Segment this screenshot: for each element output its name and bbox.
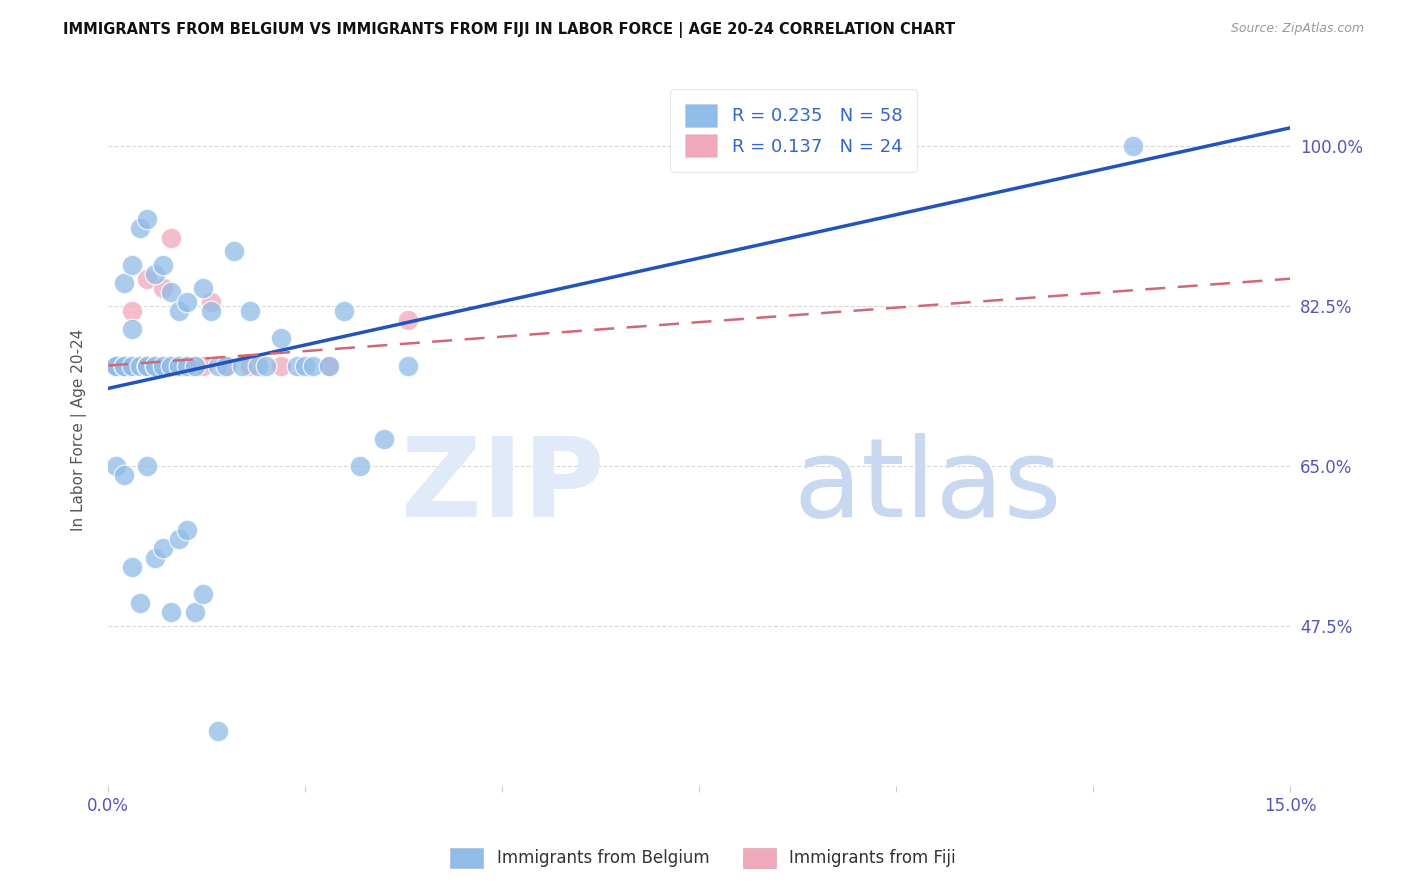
Point: [207, 724, 229, 739]
Point: [200, 294, 222, 309]
Point: [167, 533, 190, 547]
Text: IMMIGRANTS FROM BELGIUM VS IMMIGRANTS FROM FIJI IN LABOR FORCE | AGE 20-24 CORRE: IMMIGRANTS FROM BELGIUM VS IMMIGRANTS FR…: [63, 22, 956, 38]
Point: [121, 258, 143, 272]
Point: [246, 359, 269, 373]
Point: [128, 359, 150, 373]
Point: [143, 359, 166, 373]
Point: [1122, 139, 1144, 153]
Point: [112, 359, 135, 373]
Point: [121, 303, 143, 318]
Point: [112, 359, 135, 373]
Point: [160, 359, 183, 373]
Point: [184, 606, 207, 620]
Point: [121, 359, 143, 373]
Point: [349, 459, 371, 474]
Point: [112, 277, 135, 291]
Point: [318, 359, 340, 373]
Point: [270, 359, 292, 373]
Point: [333, 303, 356, 318]
Point: [191, 587, 214, 601]
Point: [176, 359, 198, 373]
Point: [373, 432, 395, 446]
Point: [121, 559, 143, 574]
Point: [167, 359, 190, 373]
Point: [207, 359, 229, 373]
Point: [136, 459, 159, 474]
Point: [136, 359, 159, 373]
Point: [285, 359, 308, 373]
Point: [160, 230, 183, 244]
Y-axis label: In Labor Force | Age 20-24: In Labor Force | Age 20-24: [72, 328, 87, 531]
Point: [136, 359, 159, 373]
Point: [160, 285, 183, 300]
Point: [143, 359, 166, 373]
Point: [302, 359, 325, 373]
Text: atlas: atlas: [793, 434, 1062, 541]
Point: [396, 359, 419, 373]
Point: [176, 294, 198, 309]
Point: [128, 359, 150, 373]
Text: Source: ZipAtlas.com: Source: ZipAtlas.com: [1230, 22, 1364, 36]
Point: [136, 359, 159, 373]
Point: [143, 359, 166, 373]
Point: [254, 359, 277, 373]
Legend: Immigrants from Belgium, Immigrants from Fiji: Immigrants from Belgium, Immigrants from…: [443, 841, 963, 875]
Point: [143, 550, 166, 565]
Point: [104, 459, 127, 474]
Point: [191, 281, 214, 295]
Point: [215, 359, 238, 373]
Point: [152, 281, 174, 295]
Point: [224, 244, 246, 259]
Point: [200, 303, 222, 318]
Point: [121, 359, 143, 373]
Point: [121, 322, 143, 336]
Point: [167, 303, 190, 318]
Point: [128, 596, 150, 610]
Point: [136, 271, 159, 285]
Point: [152, 258, 174, 272]
Point: [112, 359, 135, 373]
Point: [143, 267, 166, 281]
Point: [318, 359, 340, 373]
Point: [191, 359, 214, 373]
Point: [152, 541, 174, 556]
Point: [239, 359, 262, 373]
Point: [239, 303, 262, 318]
Point: [104, 359, 127, 373]
Point: [396, 313, 419, 327]
Point: [176, 359, 198, 373]
Point: [128, 359, 150, 373]
Point: [128, 221, 150, 235]
Point: [104, 359, 127, 373]
Point: [215, 359, 238, 373]
Point: [136, 212, 159, 227]
Point: [167, 359, 190, 373]
Point: [270, 331, 292, 345]
Point: [160, 359, 183, 373]
Text: ZIP: ZIP: [401, 434, 605, 541]
Point: [184, 359, 207, 373]
Point: [104, 359, 127, 373]
Point: [176, 523, 198, 537]
Point: [112, 468, 135, 483]
Point: [160, 606, 183, 620]
Point: [152, 359, 174, 373]
Point: [294, 359, 316, 373]
Legend: R = 0.235   N = 58, R = 0.137   N = 24: R = 0.235 N = 58, R = 0.137 N = 24: [671, 89, 917, 171]
Point: [152, 359, 174, 373]
Point: [184, 359, 207, 373]
Point: [231, 359, 253, 373]
Point: [104, 359, 127, 373]
Point: [112, 359, 135, 373]
